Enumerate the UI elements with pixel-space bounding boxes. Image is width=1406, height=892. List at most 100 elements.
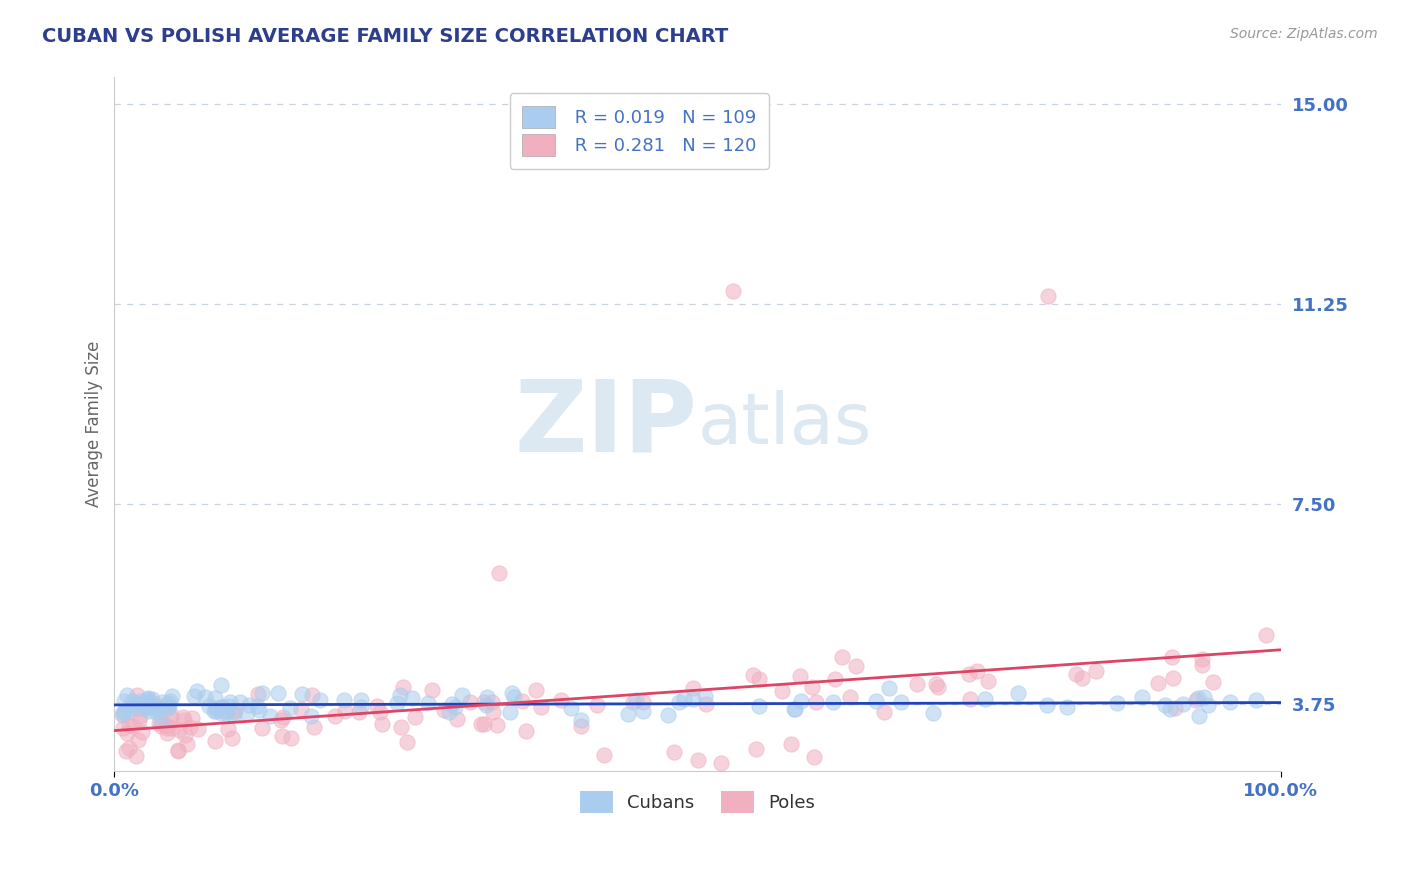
Point xyxy=(150,719,173,733)
Point xyxy=(166,743,188,757)
Point xyxy=(138,704,160,718)
Point xyxy=(1201,675,1223,690)
Point xyxy=(845,659,868,673)
Point xyxy=(209,678,232,692)
Point xyxy=(333,693,356,707)
Point xyxy=(156,696,179,710)
Point xyxy=(156,700,179,714)
Point xyxy=(1161,671,1184,685)
Point xyxy=(115,744,138,758)
Point xyxy=(838,690,860,704)
Point xyxy=(1064,666,1087,681)
Point xyxy=(217,698,239,713)
Point xyxy=(333,704,356,718)
Point xyxy=(783,701,806,715)
Point xyxy=(451,688,474,702)
Point xyxy=(127,689,149,703)
Point xyxy=(134,698,156,713)
Point xyxy=(299,709,322,723)
Point xyxy=(110,706,132,721)
Point xyxy=(1161,650,1184,665)
Point xyxy=(472,695,495,709)
Point xyxy=(135,692,157,706)
Point xyxy=(290,701,312,715)
Point xyxy=(624,693,647,707)
Point xyxy=(389,720,412,734)
Text: ZIP: ZIP xyxy=(515,376,697,473)
Point xyxy=(420,682,443,697)
Point xyxy=(631,704,654,718)
Point xyxy=(366,699,388,714)
Point xyxy=(219,695,242,709)
Point xyxy=(270,713,292,727)
Point xyxy=(121,693,143,707)
Point xyxy=(560,701,582,715)
Point xyxy=(959,692,981,706)
Point xyxy=(823,695,845,709)
Point xyxy=(865,694,887,708)
Point xyxy=(149,701,172,715)
Point xyxy=(186,683,208,698)
Point xyxy=(136,691,159,706)
Point xyxy=(278,701,301,715)
Point xyxy=(501,686,523,700)
Point xyxy=(156,726,179,740)
Point xyxy=(235,706,257,720)
Point xyxy=(1147,676,1170,690)
Point xyxy=(350,700,373,714)
Point xyxy=(247,687,270,701)
Point xyxy=(127,733,149,747)
Point xyxy=(1191,657,1213,672)
Point xyxy=(112,705,135,719)
Point xyxy=(252,686,274,700)
Point xyxy=(259,709,281,723)
Point xyxy=(783,702,806,716)
Point xyxy=(118,718,141,732)
Point xyxy=(1185,693,1208,707)
Point xyxy=(524,682,547,697)
Point xyxy=(280,731,302,745)
Point xyxy=(824,672,846,686)
Point xyxy=(486,718,509,732)
Point xyxy=(530,699,553,714)
Point xyxy=(1154,698,1177,713)
Point xyxy=(1070,671,1092,685)
Point xyxy=(458,695,481,709)
Point xyxy=(155,718,177,732)
Point xyxy=(141,691,163,706)
Point xyxy=(695,689,717,703)
Point xyxy=(135,700,157,714)
Point xyxy=(250,721,273,735)
Point xyxy=(224,703,246,717)
Point xyxy=(770,683,793,698)
Point xyxy=(148,701,170,715)
Point xyxy=(128,709,150,723)
Point xyxy=(977,674,1000,689)
Point xyxy=(112,705,135,719)
Point xyxy=(1191,652,1213,666)
Point xyxy=(205,701,228,715)
Point xyxy=(481,705,503,719)
Point xyxy=(593,747,616,762)
Point xyxy=(925,677,948,691)
Point xyxy=(204,690,226,705)
Point xyxy=(1164,700,1187,714)
Point xyxy=(122,719,145,733)
Point xyxy=(291,687,314,701)
Point xyxy=(180,711,202,725)
Point xyxy=(1219,695,1241,709)
Point xyxy=(1036,698,1059,712)
Point xyxy=(790,694,813,708)
Point xyxy=(873,705,896,719)
Point xyxy=(748,698,770,713)
Point xyxy=(138,694,160,708)
Point xyxy=(222,705,245,719)
Point xyxy=(160,707,183,722)
Point xyxy=(1056,700,1078,714)
Text: CUBAN VS POLISH AVERAGE FAMILY SIZE CORRELATION CHART: CUBAN VS POLISH AVERAGE FAMILY SIZE CORR… xyxy=(42,27,728,45)
Point xyxy=(803,750,825,764)
Point xyxy=(173,714,195,728)
Point xyxy=(205,705,228,719)
Point xyxy=(437,706,460,720)
Point xyxy=(387,697,409,711)
